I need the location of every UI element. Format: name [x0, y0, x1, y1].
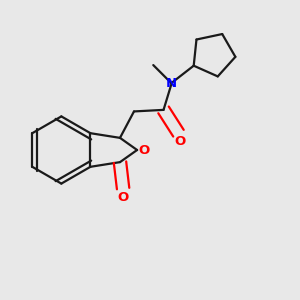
Text: O: O: [138, 143, 150, 157]
Text: N: N: [166, 76, 177, 90]
Text: O: O: [118, 191, 129, 204]
Text: O: O: [174, 135, 186, 148]
